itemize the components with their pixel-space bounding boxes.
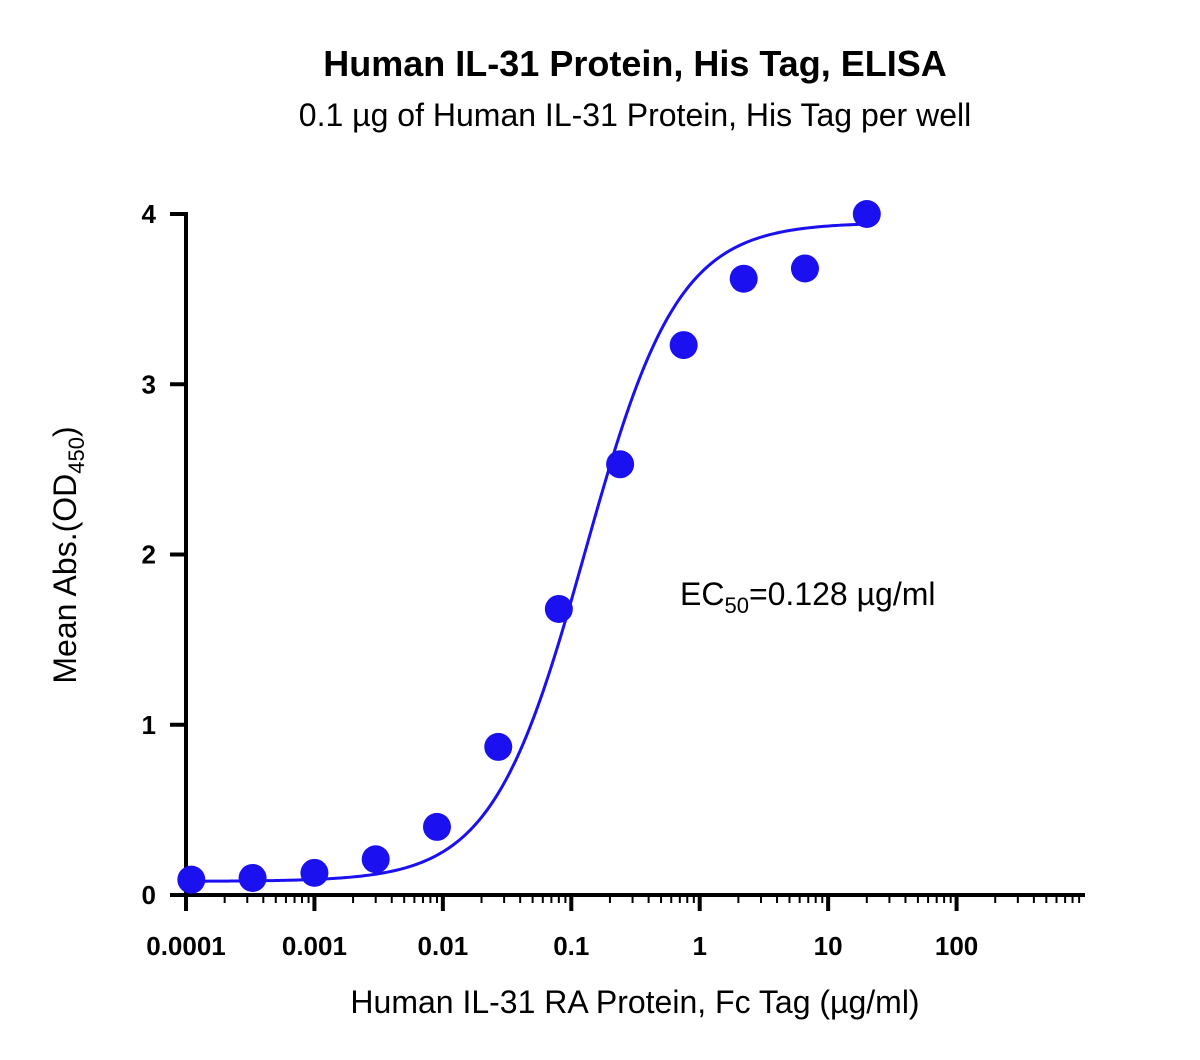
x-tick-label: 0.0001 bbox=[146, 931, 226, 961]
axes bbox=[184, 212, 1085, 897]
ec50-prefix: EC bbox=[680, 576, 724, 612]
y-tick-label: 4 bbox=[142, 199, 157, 229]
x-tick-label: 0.001 bbox=[282, 931, 347, 961]
x-axis-label: Human IL-31 RA Protein, Fc Tag (µg/ml) bbox=[350, 984, 919, 1020]
y-axis-label-close: ) bbox=[47, 426, 83, 437]
fit-curve bbox=[191, 222, 867, 883]
y-axis-label-sub: 450 bbox=[64, 437, 89, 474]
fit-layer bbox=[191, 222, 867, 883]
x-tick-label: 0.01 bbox=[418, 931, 469, 961]
data-point bbox=[422, 812, 451, 841]
y-axis-label: Mean Abs.(OD450) bbox=[47, 426, 89, 683]
data-point bbox=[669, 331, 698, 360]
y-tick-label: 0 bbox=[142, 880, 156, 910]
points bbox=[177, 200, 881, 894]
ec50-annotation: EC50=0.128 µg/ml bbox=[680, 576, 935, 618]
data-point bbox=[484, 732, 513, 761]
data-point bbox=[606, 450, 635, 479]
x-tick-label: 10 bbox=[814, 931, 843, 961]
ec50-suffix: =0.128 µg/ml bbox=[749, 576, 936, 612]
y-tick-label: 3 bbox=[142, 369, 156, 399]
chart-subtitle: 0.1 µg of Human IL-31 Protein, His Tag p… bbox=[299, 97, 971, 133]
x-tick-label: 1 bbox=[692, 931, 706, 961]
y-tick-label: 2 bbox=[142, 540, 156, 570]
ticks: 0.0001 0.001 0.01 0.1 1 10 100 0 1 2 3 4 bbox=[142, 199, 1081, 961]
svg-text:Mean Abs.(OD450): Mean Abs.(OD450) bbox=[47, 426, 89, 683]
ec50-sub: 50 bbox=[724, 593, 748, 618]
x-tick-label: 100 bbox=[935, 931, 978, 961]
data-point bbox=[361, 845, 390, 874]
x-tick-label: 0.1 bbox=[553, 931, 589, 961]
data-point bbox=[852, 200, 881, 228]
data-point bbox=[729, 264, 758, 293]
data-point bbox=[544, 594, 573, 623]
data-point bbox=[300, 858, 329, 887]
data-point bbox=[177, 865, 206, 894]
y-tick-label: 1 bbox=[142, 710, 156, 740]
chart-title: Human IL-31 Protein, His Tag, ELISA bbox=[323, 43, 946, 84]
y-axis-label-main: Mean Abs.(OD bbox=[47, 474, 83, 684]
data-point bbox=[790, 254, 819, 283]
data-point bbox=[238, 863, 267, 892]
